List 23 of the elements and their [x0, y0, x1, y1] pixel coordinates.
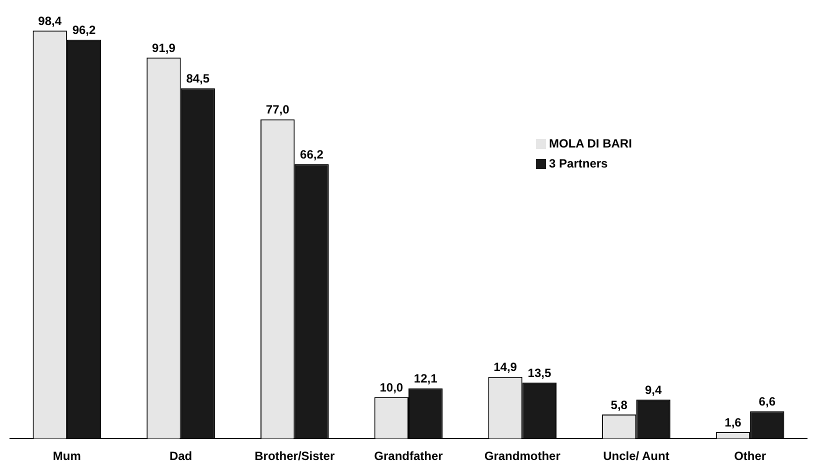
- data-label: 91,9: [152, 40, 176, 55]
- data-label: 12,1: [414, 372, 438, 386]
- x-tick-label: Other: [734, 449, 766, 464]
- x-tick-label: Uncle/ Aunt: [603, 449, 670, 464]
- legend-label: 3 Partners: [549, 156, 608, 170]
- data-label: 10,0: [380, 380, 404, 394]
- data-label: 5,8: [610, 398, 628, 412]
- data-label: 84,5: [186, 72, 210, 86]
- legend-label: MOLA DI BARI: [549, 136, 632, 150]
- data-label: 14,9: [494, 360, 518, 374]
- data-label: 1,6: [724, 415, 742, 430]
- x-tick-label: Dad: [169, 449, 192, 464]
- data-label: 96,2: [72, 23, 96, 38]
- x-tick-label: Grandmother: [484, 449, 561, 464]
- data-label: 9,4: [644, 382, 662, 397]
- x-tick-label: Mum: [52, 449, 81, 464]
- x-tick-label: Grandfather: [374, 449, 444, 464]
- data-label: 6,6: [758, 394, 776, 409]
- x-tick-label: Brother/Sister: [254, 449, 335, 464]
- data-label: 66,2: [300, 147, 324, 162]
- data-label: 13,5: [528, 366, 552, 380]
- data-label: 77,0: [266, 102, 290, 117]
- data-label: 98,4: [38, 14, 62, 28]
